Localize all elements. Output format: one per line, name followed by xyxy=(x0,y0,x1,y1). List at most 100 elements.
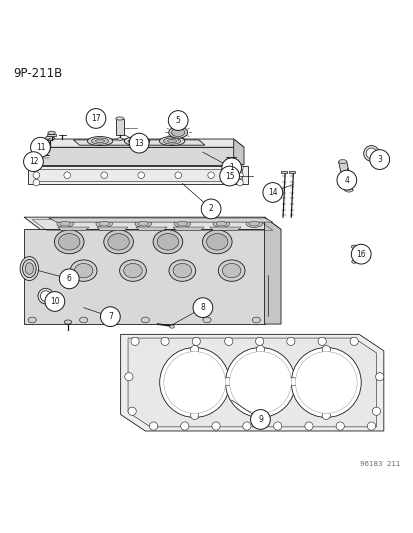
Polygon shape xyxy=(49,218,272,222)
Polygon shape xyxy=(338,161,352,190)
Ellipse shape xyxy=(344,188,352,192)
Circle shape xyxy=(128,407,136,415)
Circle shape xyxy=(223,377,231,386)
Polygon shape xyxy=(57,227,89,230)
Circle shape xyxy=(175,172,181,179)
Ellipse shape xyxy=(96,220,112,228)
Circle shape xyxy=(33,179,40,186)
Text: 7: 7 xyxy=(108,312,112,321)
Text: 96183  211: 96183 211 xyxy=(359,461,399,467)
Circle shape xyxy=(255,337,263,345)
Ellipse shape xyxy=(222,263,240,278)
Ellipse shape xyxy=(25,263,33,274)
Circle shape xyxy=(39,143,47,151)
Ellipse shape xyxy=(99,222,109,226)
Ellipse shape xyxy=(123,263,142,278)
Text: 8: 8 xyxy=(200,303,205,312)
Ellipse shape xyxy=(141,317,149,323)
Circle shape xyxy=(164,352,225,413)
Circle shape xyxy=(131,337,139,345)
Ellipse shape xyxy=(159,136,184,146)
Circle shape xyxy=(138,172,144,179)
Text: 17: 17 xyxy=(91,114,100,123)
Circle shape xyxy=(321,345,330,354)
Circle shape xyxy=(242,422,250,430)
Ellipse shape xyxy=(64,320,71,324)
Circle shape xyxy=(100,307,120,327)
Circle shape xyxy=(33,165,40,171)
Polygon shape xyxy=(36,139,243,147)
Polygon shape xyxy=(24,230,264,324)
Polygon shape xyxy=(28,166,247,184)
Circle shape xyxy=(375,373,383,381)
Circle shape xyxy=(221,158,241,177)
Polygon shape xyxy=(128,338,375,427)
Text: 3: 3 xyxy=(376,155,381,164)
Ellipse shape xyxy=(213,220,229,228)
Text: 10: 10 xyxy=(50,297,59,306)
Ellipse shape xyxy=(163,138,180,144)
Ellipse shape xyxy=(116,138,122,140)
Ellipse shape xyxy=(108,233,129,250)
Text: 2: 2 xyxy=(208,205,213,213)
Ellipse shape xyxy=(171,128,184,136)
Polygon shape xyxy=(24,217,280,230)
Circle shape xyxy=(273,422,281,430)
Circle shape xyxy=(192,298,212,318)
Polygon shape xyxy=(209,227,240,230)
Circle shape xyxy=(304,422,312,430)
Ellipse shape xyxy=(20,256,38,280)
Ellipse shape xyxy=(169,325,174,328)
Ellipse shape xyxy=(87,136,113,146)
Circle shape xyxy=(59,269,79,289)
Circle shape xyxy=(335,422,344,430)
Circle shape xyxy=(224,337,233,345)
Text: 6: 6 xyxy=(66,274,71,284)
Circle shape xyxy=(64,172,70,179)
Circle shape xyxy=(149,422,157,430)
Circle shape xyxy=(336,170,356,190)
Circle shape xyxy=(190,411,198,419)
Ellipse shape xyxy=(119,260,146,281)
Circle shape xyxy=(256,411,264,419)
Text: 9: 9 xyxy=(257,415,262,424)
Circle shape xyxy=(207,172,214,179)
Ellipse shape xyxy=(59,222,70,226)
Ellipse shape xyxy=(218,260,244,281)
Ellipse shape xyxy=(138,222,148,226)
Ellipse shape xyxy=(173,263,191,278)
Polygon shape xyxy=(36,147,233,165)
Ellipse shape xyxy=(174,220,190,228)
Text: 12: 12 xyxy=(28,157,38,166)
Polygon shape xyxy=(120,334,383,431)
Circle shape xyxy=(86,109,106,128)
Circle shape xyxy=(201,199,221,219)
Polygon shape xyxy=(289,171,295,173)
Polygon shape xyxy=(264,217,280,324)
Ellipse shape xyxy=(74,263,93,278)
Ellipse shape xyxy=(95,140,104,143)
Ellipse shape xyxy=(176,222,187,226)
Text: 14: 14 xyxy=(267,188,277,197)
Circle shape xyxy=(317,337,325,345)
Ellipse shape xyxy=(153,230,182,254)
Ellipse shape xyxy=(157,233,178,250)
Ellipse shape xyxy=(363,146,378,161)
Circle shape xyxy=(129,133,149,153)
Circle shape xyxy=(33,172,40,179)
Text: 9P-211B: 9P-211B xyxy=(14,67,63,80)
Ellipse shape xyxy=(252,317,260,323)
Ellipse shape xyxy=(40,291,51,302)
Ellipse shape xyxy=(216,222,226,226)
Ellipse shape xyxy=(245,220,262,228)
Polygon shape xyxy=(280,171,287,173)
Ellipse shape xyxy=(338,159,346,164)
Circle shape xyxy=(192,337,200,345)
Circle shape xyxy=(24,152,43,172)
Circle shape xyxy=(262,183,282,203)
Ellipse shape xyxy=(104,230,133,254)
Polygon shape xyxy=(47,134,55,136)
Ellipse shape xyxy=(132,140,141,143)
Circle shape xyxy=(236,179,242,186)
Ellipse shape xyxy=(91,111,97,115)
